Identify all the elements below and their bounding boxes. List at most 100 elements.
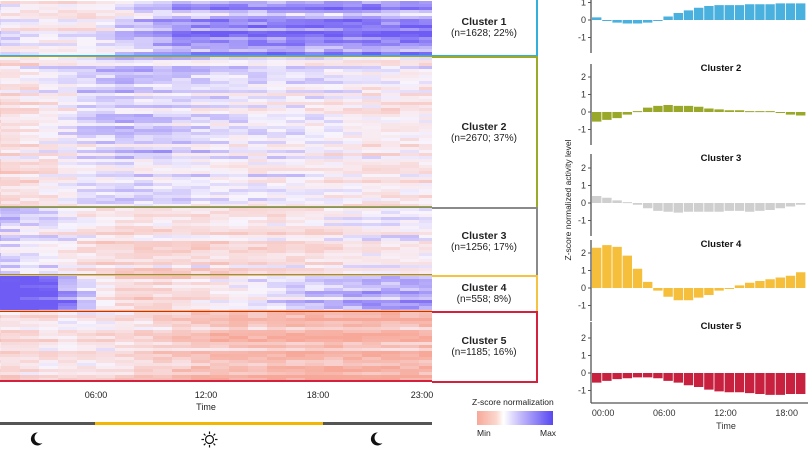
heatmap-cell [0, 114, 2, 117]
heatmap-cell [134, 25, 154, 28]
heatmap-cell [229, 351, 249, 354]
heatmap-cell [96, 57, 116, 60]
heatmap-cell [0, 208, 2, 211]
heatmap-cell [191, 360, 211, 363]
heatmap-cell [58, 372, 78, 375]
heatmap-cell [210, 306, 230, 309]
heatmap-cell [267, 141, 287, 144]
heatmap-cell [20, 223, 40, 226]
heatmap-cell [229, 265, 249, 268]
heatmap-cell [229, 60, 249, 63]
heatmap-cell [286, 16, 306, 19]
heatmap-cell [286, 285, 306, 288]
heatmap-cell [39, 120, 59, 123]
heatmap-cell [77, 339, 97, 342]
heatmap-cell [210, 372, 230, 375]
heatmap-cell [419, 108, 432, 111]
heatmap-cell [305, 168, 325, 171]
heatmap-cell [153, 177, 173, 180]
heatmap-cell [400, 348, 420, 351]
heatmap-cell [343, 229, 363, 232]
heatmap-cell [343, 177, 363, 180]
heatmap-cell [324, 87, 344, 90]
heatmap-cell [229, 244, 249, 247]
heatmap-cell [324, 217, 344, 220]
heatmap-cell [210, 60, 230, 63]
heatmap-cell [324, 244, 344, 247]
heatmap-cell [1, 78, 21, 81]
heatmap-cell [191, 1, 211, 4]
heatmap-cell [362, 318, 382, 321]
heatmap-cell [362, 174, 382, 177]
heatmap-cell [362, 253, 382, 256]
heatmap-cell [58, 282, 78, 285]
heatmap-cell [1, 244, 21, 247]
heatmap-cell [324, 238, 344, 241]
heatmap-cell [134, 253, 154, 256]
heatmap-cell [229, 297, 249, 300]
heatmap-cell [210, 369, 230, 372]
heatmap-cell [362, 156, 382, 159]
y-tick-label: -1 [578, 301, 586, 311]
heatmap-cell [267, 66, 287, 69]
heatmap-cell [343, 372, 363, 375]
heatmap-cell [419, 87, 432, 90]
heatmap-cell [324, 342, 344, 345]
heatmap-cell [210, 211, 230, 214]
heatmap-cell [58, 186, 78, 189]
heatmap-cell [400, 189, 420, 192]
heatmap-cell [286, 87, 306, 90]
heatmap-cell [77, 22, 97, 25]
heatmap-cell [248, 63, 268, 66]
heatmap-cell [343, 129, 363, 132]
heatmap-cell [96, 168, 116, 171]
heatmap-cell [0, 372, 2, 375]
heatmap-cell [115, 132, 135, 135]
heatmap-cell [286, 279, 306, 282]
heatmap-cell [0, 195, 2, 198]
heatmap-cell [286, 111, 306, 114]
heatmap-cell [305, 22, 325, 25]
heatmap-cell [343, 84, 363, 87]
heatmap-cell [1, 102, 21, 105]
heatmap-cell [39, 177, 59, 180]
heatmap-cell [153, 123, 173, 126]
heatmap-cell [39, 19, 59, 22]
heatmap-cell [20, 333, 40, 336]
heatmap-cell [115, 282, 135, 285]
heatmap-cell [39, 324, 59, 327]
heatmap-cell [191, 168, 211, 171]
heatmap-cell [1, 300, 21, 303]
heatmap-cell [362, 57, 382, 60]
heatmap-cell [267, 28, 287, 31]
heatmap-cell [39, 165, 59, 168]
heatmap-cell [248, 354, 268, 357]
y-tick-label: 2 [581, 72, 586, 82]
heatmap-cell [362, 223, 382, 226]
heatmap-cell [77, 183, 97, 186]
heatmap-cell [419, 342, 432, 345]
heatmap-cell [1, 120, 21, 123]
heatmap-cell [362, 102, 382, 105]
heatmap-cell [191, 282, 211, 285]
heatmap-cell [267, 174, 287, 177]
heatmap-cell [153, 372, 173, 375]
heatmap-cell [324, 189, 344, 192]
heatmap-cell [77, 43, 97, 46]
heatmap-cell [362, 276, 382, 279]
heatmap-cell [286, 324, 306, 327]
heatmap-cell [305, 120, 325, 123]
heatmap-cell [153, 315, 173, 318]
heatmap-cell [58, 300, 78, 303]
heatmap-cell [172, 63, 192, 66]
heatmap-cell [419, 294, 432, 297]
heatmap-cell [0, 375, 2, 378]
heatmap-cell [96, 129, 116, 132]
heatmap-cell [191, 81, 211, 84]
heatmap-cell [400, 345, 420, 348]
heatmap-cell [191, 369, 211, 372]
bar [643, 281, 653, 288]
heatmap-cell [229, 268, 249, 271]
heatmap-cell [153, 235, 173, 238]
heatmap-cell [172, 214, 192, 217]
